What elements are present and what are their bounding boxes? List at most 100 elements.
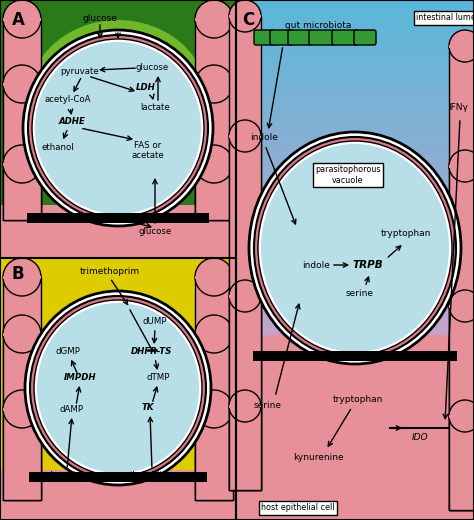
Bar xyxy=(195,334,233,500)
Bar xyxy=(3,164,41,220)
Text: A: A xyxy=(12,11,25,29)
Ellipse shape xyxy=(261,144,449,352)
Bar xyxy=(236,71,474,76)
Bar xyxy=(236,264,474,269)
Bar xyxy=(195,276,233,279)
Bar xyxy=(0,0,236,258)
Bar xyxy=(236,155,474,160)
Text: glucose: glucose xyxy=(82,14,118,23)
Text: host epithelial cell: host epithelial cell xyxy=(261,503,335,513)
Text: thymidine: thymidine xyxy=(130,471,174,479)
Bar xyxy=(236,272,474,277)
Bar xyxy=(0,470,236,520)
Bar xyxy=(3,333,41,336)
Text: ethanol: ethanol xyxy=(42,144,74,152)
Bar xyxy=(3,163,41,166)
Bar xyxy=(236,251,474,256)
Bar xyxy=(449,166,474,510)
Text: dTMP: dTMP xyxy=(146,373,170,383)
Bar xyxy=(236,289,474,294)
Bar xyxy=(236,235,474,240)
Ellipse shape xyxy=(195,145,233,183)
Ellipse shape xyxy=(30,296,206,480)
Bar xyxy=(3,83,41,86)
Bar xyxy=(236,218,474,223)
Ellipse shape xyxy=(249,132,461,364)
Bar xyxy=(236,184,474,189)
Ellipse shape xyxy=(254,137,456,359)
FancyBboxPatch shape xyxy=(309,30,335,45)
Text: DHFR-TS: DHFR-TS xyxy=(131,347,173,357)
Bar xyxy=(236,163,474,168)
Text: B: B xyxy=(12,265,25,283)
Text: IDO: IDO xyxy=(412,434,428,443)
Bar xyxy=(236,12,474,18)
Bar xyxy=(236,285,474,290)
Bar xyxy=(236,293,474,298)
Bar xyxy=(236,55,474,60)
Text: IFNγ: IFNγ xyxy=(448,103,468,112)
Bar xyxy=(236,318,474,323)
Ellipse shape xyxy=(37,303,199,473)
Ellipse shape xyxy=(3,65,41,103)
Bar xyxy=(229,406,261,490)
Bar xyxy=(229,15,261,18)
Bar xyxy=(195,163,233,166)
Ellipse shape xyxy=(229,390,261,422)
Bar xyxy=(236,297,474,303)
Ellipse shape xyxy=(25,291,211,485)
Bar xyxy=(236,105,474,110)
Bar xyxy=(236,226,474,231)
Ellipse shape xyxy=(3,145,41,183)
Bar xyxy=(236,314,474,319)
Ellipse shape xyxy=(449,400,474,432)
Bar xyxy=(236,230,474,236)
Bar xyxy=(195,18,233,21)
Ellipse shape xyxy=(449,30,474,62)
Bar xyxy=(236,322,474,328)
Bar xyxy=(253,351,457,361)
Bar xyxy=(236,50,474,56)
Bar xyxy=(236,84,474,89)
Bar xyxy=(236,259,474,265)
Bar xyxy=(236,192,474,198)
Text: ADHE: ADHE xyxy=(59,118,85,126)
Bar xyxy=(236,201,474,206)
Bar xyxy=(236,21,474,26)
FancyBboxPatch shape xyxy=(288,30,312,45)
Ellipse shape xyxy=(3,390,41,428)
Bar xyxy=(236,96,474,101)
Text: TRPB: TRPB xyxy=(353,260,383,270)
Bar xyxy=(236,80,474,85)
Ellipse shape xyxy=(3,0,41,38)
Bar xyxy=(236,243,474,248)
Ellipse shape xyxy=(32,39,204,217)
Bar xyxy=(0,205,236,258)
Bar xyxy=(195,409,233,500)
Bar xyxy=(236,33,474,38)
Text: intestinal lumen: intestinal lumen xyxy=(416,14,474,22)
Bar xyxy=(449,46,474,510)
Bar xyxy=(236,126,474,131)
Ellipse shape xyxy=(449,290,474,322)
Bar xyxy=(236,88,474,93)
Ellipse shape xyxy=(195,65,233,103)
FancyBboxPatch shape xyxy=(332,30,358,45)
Bar xyxy=(236,159,474,164)
Bar xyxy=(236,205,474,211)
Bar xyxy=(195,277,233,500)
Bar xyxy=(236,113,474,118)
Bar xyxy=(449,415,474,418)
Bar xyxy=(236,37,474,43)
Bar xyxy=(195,408,233,411)
Bar xyxy=(3,19,41,220)
Bar xyxy=(236,214,474,219)
Bar xyxy=(236,4,474,9)
Text: C: C xyxy=(242,11,254,29)
Bar xyxy=(195,164,233,220)
Bar xyxy=(236,0,474,5)
Bar xyxy=(236,306,474,311)
Text: parasitophorous
vacuole: parasitophorous vacuole xyxy=(315,165,381,185)
Ellipse shape xyxy=(195,390,233,428)
Ellipse shape xyxy=(3,258,41,296)
